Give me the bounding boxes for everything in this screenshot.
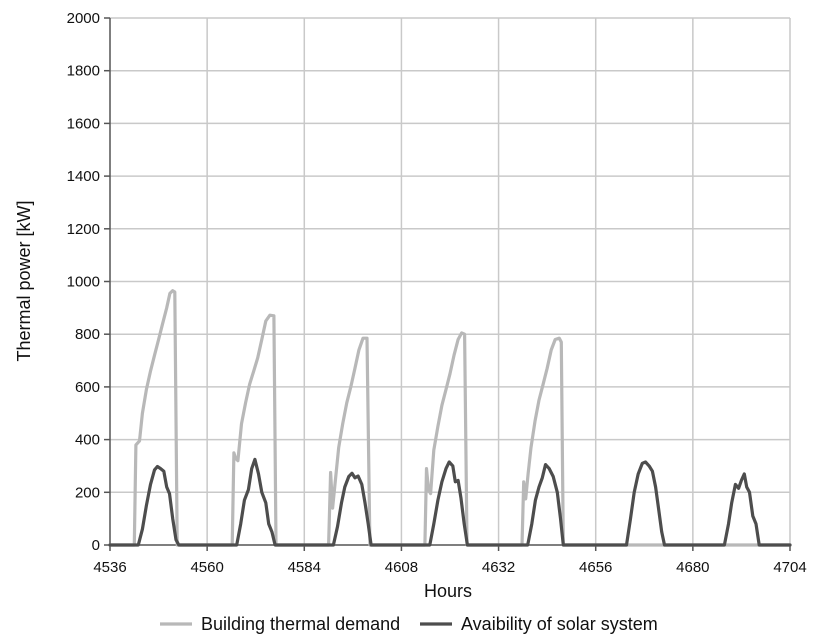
y-tick-label: 1800 xyxy=(67,63,100,80)
y-axis-title: Thermal power [kW] xyxy=(14,200,34,361)
y-tick-label: 1200 xyxy=(67,221,100,238)
x-tick-label: 4536 xyxy=(93,559,126,576)
chart-series xyxy=(108,289,792,547)
y-tick-label: 400 xyxy=(75,432,100,449)
y-tick-label: 0 xyxy=(92,537,100,554)
chart-legend: Building thermal demand Avaibility of sol… xyxy=(160,614,658,634)
y-tick-label: 1400 xyxy=(67,168,100,185)
series-line-solar-availability xyxy=(108,457,792,547)
y-tick-label: 200 xyxy=(75,484,100,501)
x-tick-label: 4704 xyxy=(773,559,806,576)
y-axis-tick-labels: 0 200 400 600 800 1000 1200 1400 1600 1800 2000 xyxy=(67,10,100,554)
y-tick-label: 1000 xyxy=(67,274,100,291)
x-tick-label: 4584 xyxy=(288,559,321,576)
x-tick-label: 4680 xyxy=(676,559,709,576)
chart-grid xyxy=(110,17,791,545)
legend-label: Building thermal demand xyxy=(201,614,400,634)
x-tick-label: 4608 xyxy=(385,559,418,576)
series-line-building-thermal-demand xyxy=(108,289,792,547)
x-tick-label: 4656 xyxy=(579,559,612,576)
y-tick-label: 2000 xyxy=(67,10,100,27)
legend-label: Avaibility of solar system xyxy=(461,614,658,634)
x-tick-label: 4560 xyxy=(190,559,223,576)
x-axis-tick-labels: 4536 4560 4584 4608 4632 4656 4680 4704 xyxy=(93,559,806,576)
y-tick-label: 1600 xyxy=(67,115,100,132)
y-tick-label: 600 xyxy=(75,379,100,396)
y-tick-label: 800 xyxy=(75,326,100,343)
x-tick-label: 4632 xyxy=(482,559,515,576)
x-axis-title: Hours xyxy=(424,581,472,601)
